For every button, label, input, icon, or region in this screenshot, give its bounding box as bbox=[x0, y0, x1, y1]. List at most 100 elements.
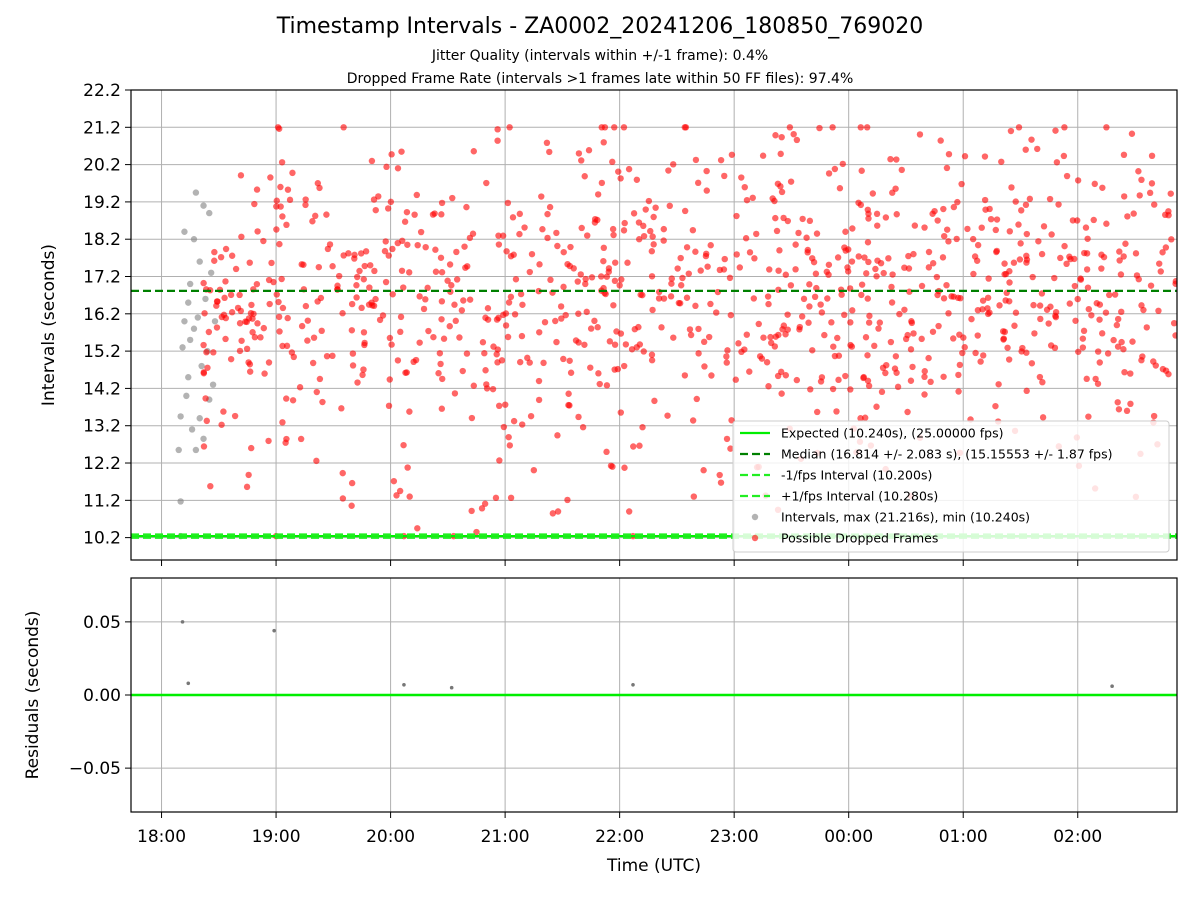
dropped-frame-point bbox=[876, 319, 884, 326]
residual-point bbox=[272, 628, 276, 633]
dropped-frame-point bbox=[639, 424, 646, 431]
dropped-frame-point bbox=[200, 341, 207, 349]
dropped-frame-point bbox=[279, 304, 287, 312]
dropped-frame-point bbox=[470, 148, 477, 155]
dropped-frame-point bbox=[231, 412, 239, 420]
dropped-frame-point bbox=[806, 303, 813, 310]
dropped-frame-point bbox=[723, 353, 730, 360]
dropped-frame-point bbox=[690, 493, 698, 500]
dropped-frame-point bbox=[1072, 317, 1079, 324]
dropped-frame-point bbox=[875, 325, 882, 332]
dropped-frame-point bbox=[921, 391, 928, 398]
dropped-frame-point bbox=[984, 310, 992, 318]
dropped-frame-point bbox=[595, 370, 602, 377]
legend-label: Median (16.814 +/- 2.083 s), (15.15553 +… bbox=[781, 447, 1112, 462]
dropped-frame-point bbox=[567, 369, 575, 376]
dropped-frame-point bbox=[888, 283, 895, 291]
y-tick-label: 19.2 bbox=[83, 193, 121, 213]
dropped-frame-point bbox=[614, 365, 622, 373]
dropped-frame-point bbox=[1040, 223, 1048, 230]
dropped-frame-point bbox=[310, 334, 318, 341]
dropped-frame-point bbox=[253, 280, 261, 288]
dropped-frame-point bbox=[872, 265, 879, 273]
dropped-frame-point bbox=[953, 235, 960, 243]
dropped-frame-point bbox=[581, 341, 588, 348]
residual-point bbox=[631, 682, 635, 687]
dropped-frame-point bbox=[829, 385, 837, 393]
dropped-frame-point bbox=[1082, 224, 1090, 231]
dropped-frame-point bbox=[1124, 213, 1131, 220]
dropped-frame-point bbox=[507, 494, 515, 502]
dropped-frame-point bbox=[227, 355, 235, 363]
dropped-frame-point bbox=[600, 139, 607, 146]
dropped-frame-point bbox=[664, 412, 671, 419]
dropped-frame-point bbox=[329, 263, 336, 270]
interval-point bbox=[192, 446, 200, 454]
dropped-frame-point bbox=[403, 369, 410, 376]
dropped-frame-point bbox=[625, 165, 633, 173]
dropped-frame-point bbox=[398, 267, 406, 274]
dropped-frame-point bbox=[742, 235, 750, 242]
dropped-frame-point bbox=[864, 206, 871, 214]
dropped-frame-point bbox=[265, 276, 273, 284]
dropped-frame-point bbox=[582, 280, 589, 288]
dropped-frame-point bbox=[795, 229, 802, 237]
dropped-frame-point bbox=[510, 251, 517, 258]
dropped-frame-point bbox=[974, 306, 982, 314]
dropped-frame-point bbox=[636, 341, 644, 348]
dropped-frame-point bbox=[1118, 338, 1125, 346]
dropped-frame-point bbox=[622, 341, 630, 348]
dropped-frame-point bbox=[985, 275, 992, 282]
dropped-frame-point bbox=[302, 201, 309, 209]
dropped-frame-point bbox=[456, 334, 463, 341]
dropped-frame-point bbox=[575, 413, 582, 421]
dropped-frame-point bbox=[403, 208, 411, 216]
dropped-frame-point bbox=[596, 380, 603, 388]
dropped-frame-point bbox=[437, 360, 444, 368]
dropped-frame-point bbox=[716, 266, 724, 274]
dropped-frame-point bbox=[630, 443, 637, 450]
dropped-frame-point bbox=[1120, 346, 1127, 353]
dropped-frame-point bbox=[860, 374, 867, 382]
dropped-frame-point bbox=[746, 249, 754, 256]
dropped-frame-point bbox=[461, 243, 468, 250]
dropped-frame-point bbox=[877, 259, 885, 267]
dropped-frame-point bbox=[1052, 312, 1059, 320]
dropped-frame-point bbox=[200, 369, 207, 376]
dropped-frame-point bbox=[283, 342, 291, 350]
dropped-frame-point bbox=[544, 234, 551, 242]
dropped-frame-point bbox=[751, 255, 758, 262]
dropped-frame-point bbox=[278, 275, 285, 283]
dropped-frame-point bbox=[746, 368, 753, 375]
dropped-frame-point bbox=[767, 333, 774, 341]
dropped-frame-point bbox=[289, 169, 296, 177]
interval-point bbox=[181, 318, 188, 325]
dropped-frame-point bbox=[438, 316, 445, 323]
y-tick-label: 21.2 bbox=[83, 118, 121, 138]
dropped-frame-point bbox=[620, 124, 628, 131]
interval-point bbox=[200, 435, 207, 442]
y-tick-label: 15.2 bbox=[83, 342, 121, 362]
dropped-frame-point bbox=[553, 338, 560, 346]
dropped-frame-point bbox=[792, 241, 799, 248]
dropped-frame-point bbox=[246, 259, 253, 266]
x-tick-label: 23:00 bbox=[710, 827, 759, 847]
dropped-frame-point bbox=[677, 282, 685, 289]
dropped-frame-point bbox=[300, 261, 307, 268]
dropped-frame-point bbox=[1150, 412, 1158, 420]
dropped-frame-point bbox=[830, 343, 837, 350]
dropped-frame-point bbox=[787, 178, 795, 185]
dropped-frame-point bbox=[1048, 231, 1055, 238]
dropped-frame-point bbox=[540, 359, 547, 367]
dropped-frame-point bbox=[518, 332, 526, 340]
dropped-frame-point bbox=[502, 322, 510, 329]
dropped-frame-point bbox=[232, 265, 240, 273]
dropped-frame-point bbox=[889, 189, 896, 196]
dropped-frame-point bbox=[703, 250, 710, 257]
dropped-frame-point bbox=[495, 241, 503, 248]
dropped-frame-point bbox=[847, 341, 854, 349]
dropped-frame-point bbox=[348, 300, 356, 308]
dropped-frame-point bbox=[940, 205, 947, 213]
dropped-frame-point bbox=[276, 328, 283, 335]
residuals-x-ticks: 18:00 19:00 20:00 21:00 22:00 23:00 00:00 01:00… bbox=[137, 812, 1102, 847]
